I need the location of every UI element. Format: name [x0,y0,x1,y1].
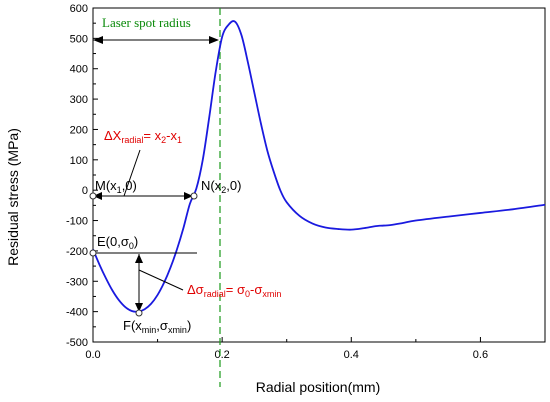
plot-frame [92,7,546,343]
delta-x-leader [123,149,141,197]
stress-series-line [92,20,546,313]
y-tick-label: -100 [66,216,88,228]
series [92,20,546,313]
delta-sigma-arrowhead-top [135,254,143,263]
x-axis-label: Radial position(mm) [256,379,380,395]
delta-x-arrowhead-left [93,192,102,200]
delta-sigma-leader [138,269,184,291]
axes [92,7,546,343]
y-tick-label: 500 [70,33,88,45]
y-tick-label: -500 [66,337,88,349]
y-tick-label: 200 [70,124,88,136]
point-m-label: M(x1,0) [95,178,137,195]
point-f-label: F(xmin,σxmin) [123,318,191,335]
delta-x-label: ΔXradial= x2-x1 [104,128,182,145]
y-tick-label: 600 [70,3,88,15]
point-n-label: N(x2,0) [201,178,241,195]
x-tick-label: 0.4 [344,349,359,361]
delta-sigma-arrowhead-bottom [135,303,143,312]
y-axis-label: Residual stress (MPa) [5,128,21,266]
laser-spot-annotation: Laser spot radius [93,8,221,387]
y-tick-label: 300 [70,94,88,106]
ticks: 6005004003002001000-100-200-300-400-5000… [66,3,546,361]
delta-sigma-label: Δσradial= σ0-σxmin [187,282,281,299]
laser-spot-arrowhead-right [209,36,219,44]
y-tick-label: 0 [82,185,88,197]
y-tick-label: -300 [66,276,88,288]
laser-spot-arrowhead-left [93,36,103,44]
y-tick-label: -400 [66,307,88,319]
point-f-marker [135,309,143,317]
x-tick-label: 0.6 [473,349,488,361]
y-tick-label: 100 [70,155,88,167]
laser-spot-label: Laser spot radius [102,15,191,30]
x-tick-label: 0.2 [214,349,229,361]
point-n-marker [190,192,198,200]
x-tick-label: 0.0 [85,349,100,361]
y-tick-label: 400 [70,64,88,76]
y-tick-label: -200 [66,246,88,258]
point-e-marker [89,249,97,257]
point-e-label: E(0,σ0) [97,234,138,251]
delta-x-arrowhead-right [184,192,193,200]
point-m-marker [89,192,97,200]
annotations: ΔXradial= x2-x1 M(x1,0) N(x2,0) E(0,σ0) … [89,128,281,335]
